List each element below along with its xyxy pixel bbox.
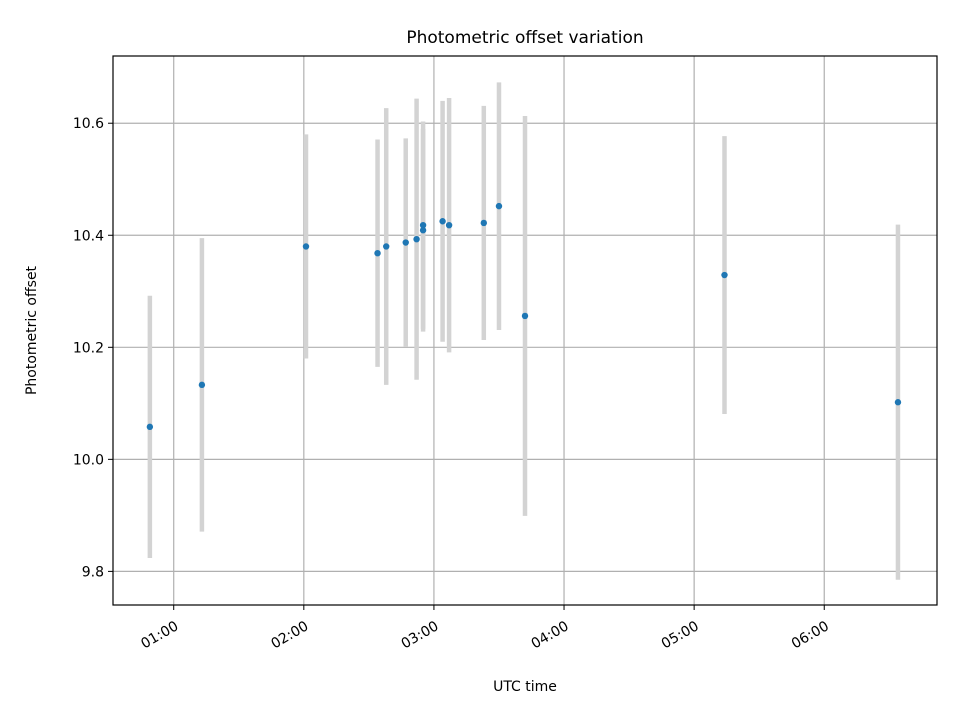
data-point — [198, 381, 206, 389]
y-tick-label: 10.4 — [73, 228, 104, 244]
y-tick-label: 9.8 — [82, 564, 104, 580]
axes-frame — [112, 55, 938, 606]
data-point — [439, 218, 446, 225]
data-points — [146, 202, 902, 431]
data-point — [402, 239, 409, 246]
y-tick-label: 10.0 — [73, 452, 104, 468]
data-point — [302, 243, 310, 250]
data-point — [480, 219, 487, 227]
data-point — [894, 399, 902, 406]
y-axis-label: Photometric offset — [24, 265, 40, 395]
data-point — [495, 202, 503, 210]
x-axis-label: UTC time — [493, 679, 557, 695]
data-point — [521, 312, 529, 320]
data-point — [419, 227, 427, 234]
data-point — [146, 423, 154, 431]
y-tick-label: 10.2 — [73, 340, 104, 356]
data-point — [374, 249, 381, 257]
data-point — [721, 271, 728, 279]
chart-title: Photometric offset variation — [406, 28, 643, 48]
y-tick-label: 10.6 — [73, 116, 104, 132]
data-point — [413, 235, 420, 243]
data-point — [419, 221, 427, 229]
data-point — [445, 221, 453, 229]
data-point — [383, 243, 390, 250]
